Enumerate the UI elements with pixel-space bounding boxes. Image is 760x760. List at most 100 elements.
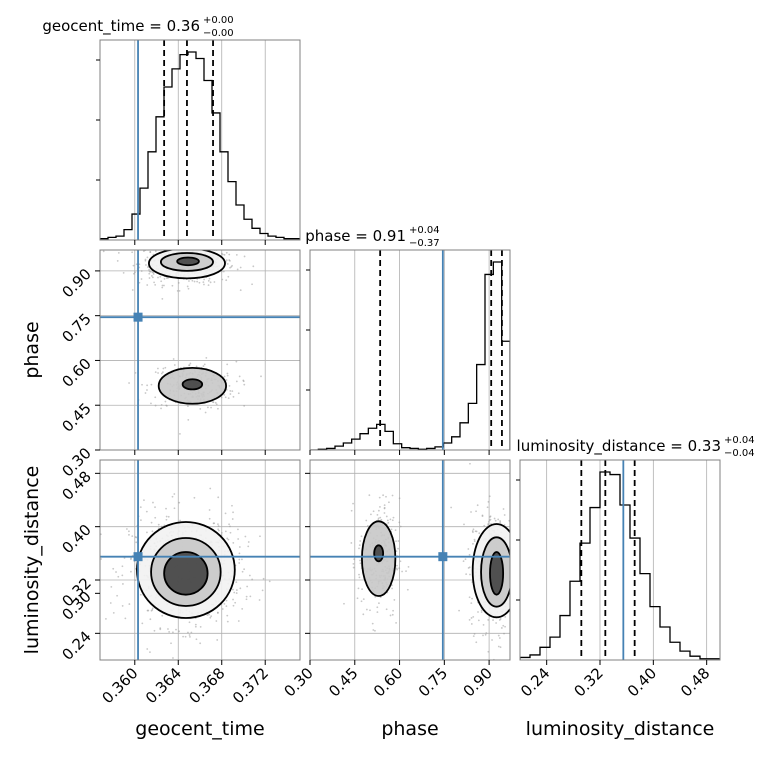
sample-point [178,289,181,292]
sample-point [121,565,124,568]
sample-point [128,603,131,605]
sample-point [489,515,492,518]
sample-point [164,366,167,369]
sample-point [493,517,496,520]
panel-border [99,459,301,661]
sample-point [362,613,365,616]
contour-line [471,523,510,619]
sample-point [243,568,246,571]
panel-border [99,249,301,451]
sample-point [468,566,471,569]
sample-point [224,530,227,533]
density-region [164,552,208,595]
sample-point [372,510,375,513]
sample-point [215,403,218,406]
title-luminosity-distance-upper: +0.04 [724,435,755,446]
sample-point [220,531,223,534]
sample-point [122,583,124,585]
x-axis-label-luminosity-distance: luminosity_distance [526,718,715,740]
sample-point [359,540,362,542]
sample-point [172,631,174,634]
contour-line [181,378,204,391]
sample-point [190,631,193,634]
sample-point [487,524,489,526]
sample-point [150,275,153,277]
panel-geocent-time-histogram [96,39,301,245]
sample-point [195,365,198,368]
sample-point [208,613,210,616]
sample-point [378,496,381,499]
sample-point [173,493,176,495]
sample-point [224,512,227,515]
sample-point [203,363,206,366]
sample-point [189,362,192,365]
sample-point [227,275,230,278]
sample-point [212,401,215,404]
density-region [182,379,203,390]
sample-point [210,406,212,409]
sample-point [472,616,475,618]
sample-point [145,510,148,513]
sample-point [226,614,229,617]
sample-point [241,558,243,561]
sample-point [235,360,238,363]
sample-point [469,462,471,465]
sample-point [223,253,226,256]
sample-point [196,280,199,283]
sample-point [217,528,220,531]
sample-point [405,570,407,573]
sample-point [149,618,152,621]
sample-point [358,544,361,546]
sample-point [215,620,218,622]
sample-point [359,559,361,562]
sample-point [366,524,369,527]
sample-point [472,528,475,531]
sample-point [239,587,242,590]
sample-point [173,364,176,366]
density-region [177,257,199,266]
title-phase-lower: −0.37 [409,238,440,249]
sample-point [178,501,181,504]
sample-point [243,404,246,407]
sample-point [468,553,471,556]
sample-point [221,252,223,255]
sample-point [232,604,235,607]
sample-point [229,259,231,262]
sample-point [154,250,157,253]
sample-point [372,629,375,631]
sample-point [229,525,231,528]
sample-point [487,650,490,653]
sample-point [171,495,174,498]
title-geocent-time-lower: −0.00 [203,28,234,39]
sample-point [401,570,403,573]
sample-point [350,542,353,544]
panel-geocent-time-vs-luminosity-distance [95,459,301,665]
sample-point [406,588,409,591]
sample-point [207,284,210,287]
sample-point [128,382,130,384]
sample-point [100,558,103,560]
sample-point [157,276,159,279]
sample-point [472,635,475,638]
sample-point [216,639,219,641]
panel-content [310,460,510,660]
sample-point [371,622,374,625]
sample-point [223,393,226,396]
sample-point [251,578,254,581]
sample-point [247,541,250,543]
sample-point [503,514,506,516]
density-region [490,552,504,595]
sample-point [488,495,491,498]
sample-point [167,628,169,630]
title-phase-upper: +0.04 [409,225,440,236]
sample-point [194,625,197,628]
sample-point [489,518,492,521]
sample-point [160,372,163,375]
sample-point [208,509,211,511]
sample-point [237,392,240,395]
sample-point [450,506,453,509]
sample-point [472,542,474,545]
sample-point [115,571,117,573]
sample-point [247,545,250,548]
sample-point [388,501,390,504]
